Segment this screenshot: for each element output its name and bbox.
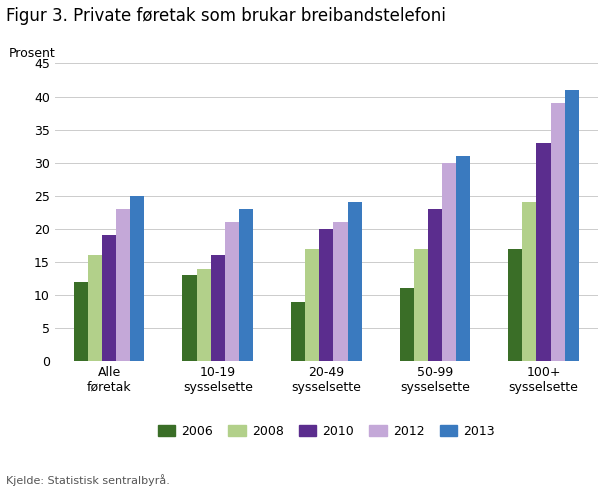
Bar [319,229,334,361]
Bar [508,249,522,361]
Bar [456,156,470,361]
Bar [239,209,253,361]
Bar [334,222,348,361]
Bar [536,143,551,361]
Bar [522,203,536,361]
Bar [210,255,225,361]
Bar [442,163,456,361]
Bar [428,209,442,361]
Bar [400,288,414,361]
Text: Figur 3. Private føretak som brukar breibandstelefoni: Figur 3. Private føretak som brukar brei… [6,7,446,25]
Bar [182,275,196,361]
Bar [117,209,131,361]
Bar [551,103,565,361]
Text: Kjelde: Statistisk sentralbyrå.: Kjelde: Statistisk sentralbyrå. [6,474,170,486]
Bar [291,302,305,361]
Bar [414,249,428,361]
Bar [565,90,579,361]
Legend: 2006, 2008, 2010, 2012, 2013: 2006, 2008, 2010, 2012, 2013 [154,421,499,442]
Bar [348,203,362,361]
Bar [196,268,210,361]
Bar [305,249,319,361]
Bar [131,196,145,361]
Bar [102,235,117,361]
Bar [88,255,102,361]
Bar [74,282,88,361]
Bar [225,222,239,361]
Text: Prosent: Prosent [9,47,56,61]
